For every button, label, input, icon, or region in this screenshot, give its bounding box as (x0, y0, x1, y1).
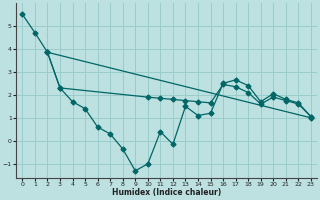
X-axis label: Humidex (Indice chaleur): Humidex (Indice chaleur) (112, 188, 221, 197)
